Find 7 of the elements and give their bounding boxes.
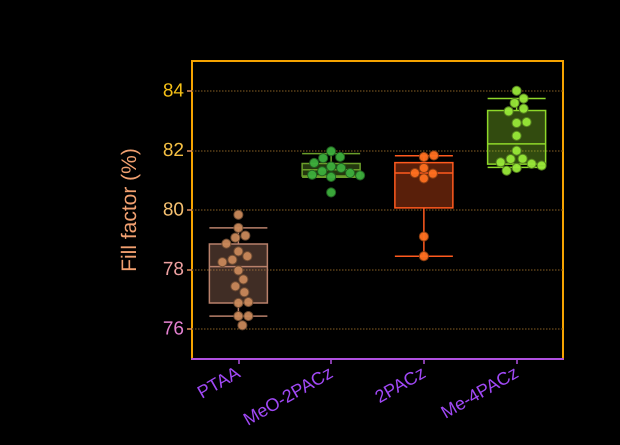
y-tick-label: 80 bbox=[162, 200, 184, 220]
y-axis-title: Fill factor (%) bbox=[118, 148, 141, 272]
y-tick-label: 78 bbox=[162, 259, 184, 280]
y-tick-label: 84 bbox=[162, 80, 184, 102]
y-tick-label: 82 bbox=[162, 140, 184, 161]
x-tick-label: PTAA bbox=[194, 362, 244, 402]
y-tick-label: 76 bbox=[162, 318, 184, 340]
